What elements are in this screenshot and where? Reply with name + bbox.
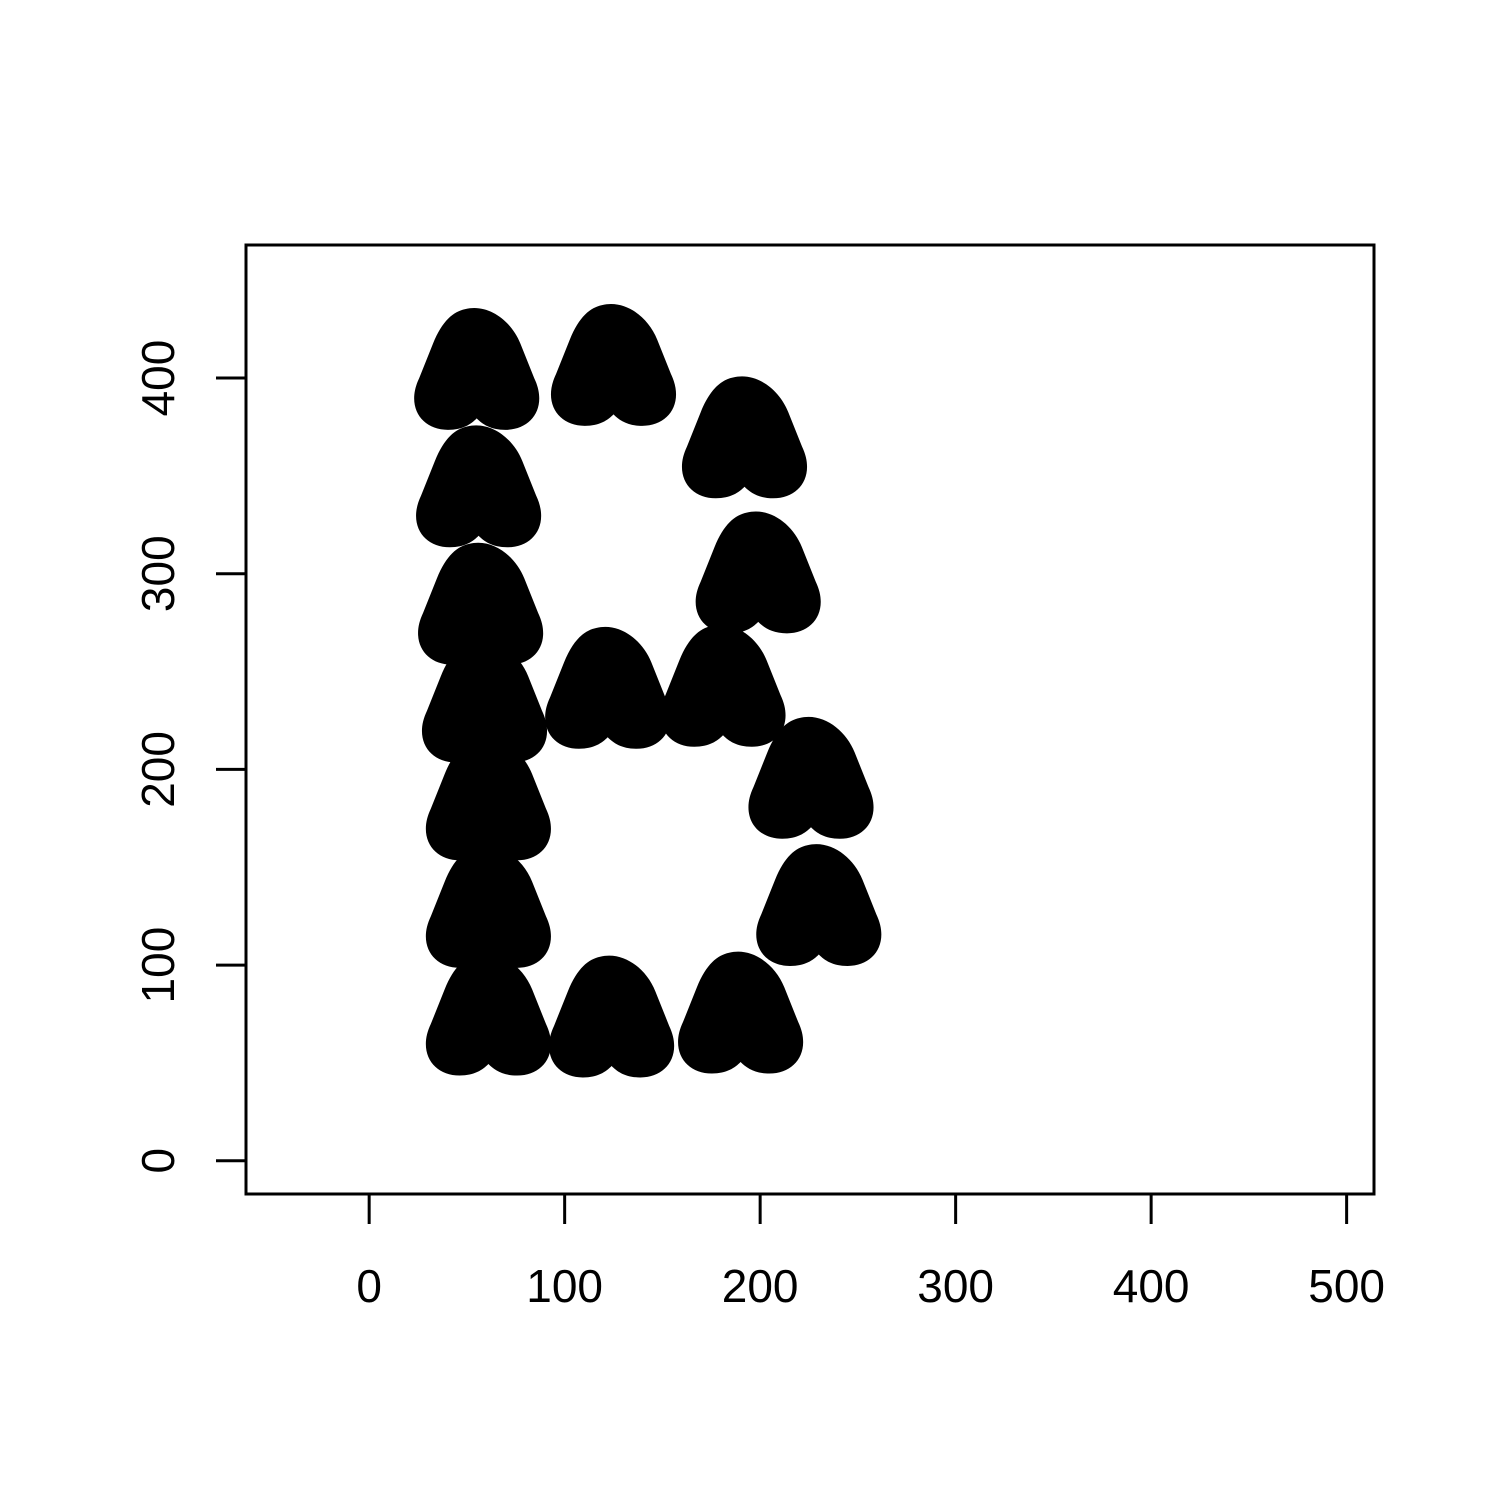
- data-point: [414, 307, 540, 430]
- y-axis: 0 100 200 300 400: [132, 340, 248, 1174]
- data-point: [756, 844, 882, 966]
- y-tick-label: 300: [132, 535, 184, 612]
- data-point: [416, 425, 542, 548]
- data-point: [660, 624, 786, 747]
- x-tick-label: 0: [356, 1260, 382, 1312]
- data-point: [421, 640, 548, 763]
- data-points: [414, 303, 882, 1078]
- data-point: [425, 845, 551, 968]
- x-tick-label: 400: [1113, 1260, 1190, 1312]
- data-point: [748, 716, 874, 839]
- data-point: [549, 955, 675, 1078]
- y-tick-label: 100: [132, 927, 184, 1004]
- data-point: [418, 542, 544, 665]
- data-point: [545, 626, 671, 749]
- data-point: [425, 738, 551, 861]
- x-tick-label: 300: [917, 1260, 994, 1312]
- x-axis: 0 100 200 300 400 500: [356, 1192, 1385, 1312]
- y-tick-label: 0: [132, 1148, 184, 1174]
- x-tick-label: 500: [1308, 1260, 1385, 1312]
- data-point: [550, 303, 677, 426]
- y-tick-label: 200: [132, 731, 184, 808]
- y-tick-label: 400: [132, 340, 184, 417]
- data-point: [425, 953, 551, 1076]
- x-tick-label: 100: [526, 1260, 603, 1312]
- data-point: [681, 376, 808, 499]
- x-tick-label: 200: [722, 1260, 799, 1312]
- data-point: [678, 951, 804, 1074]
- data-point: [695, 511, 821, 634]
